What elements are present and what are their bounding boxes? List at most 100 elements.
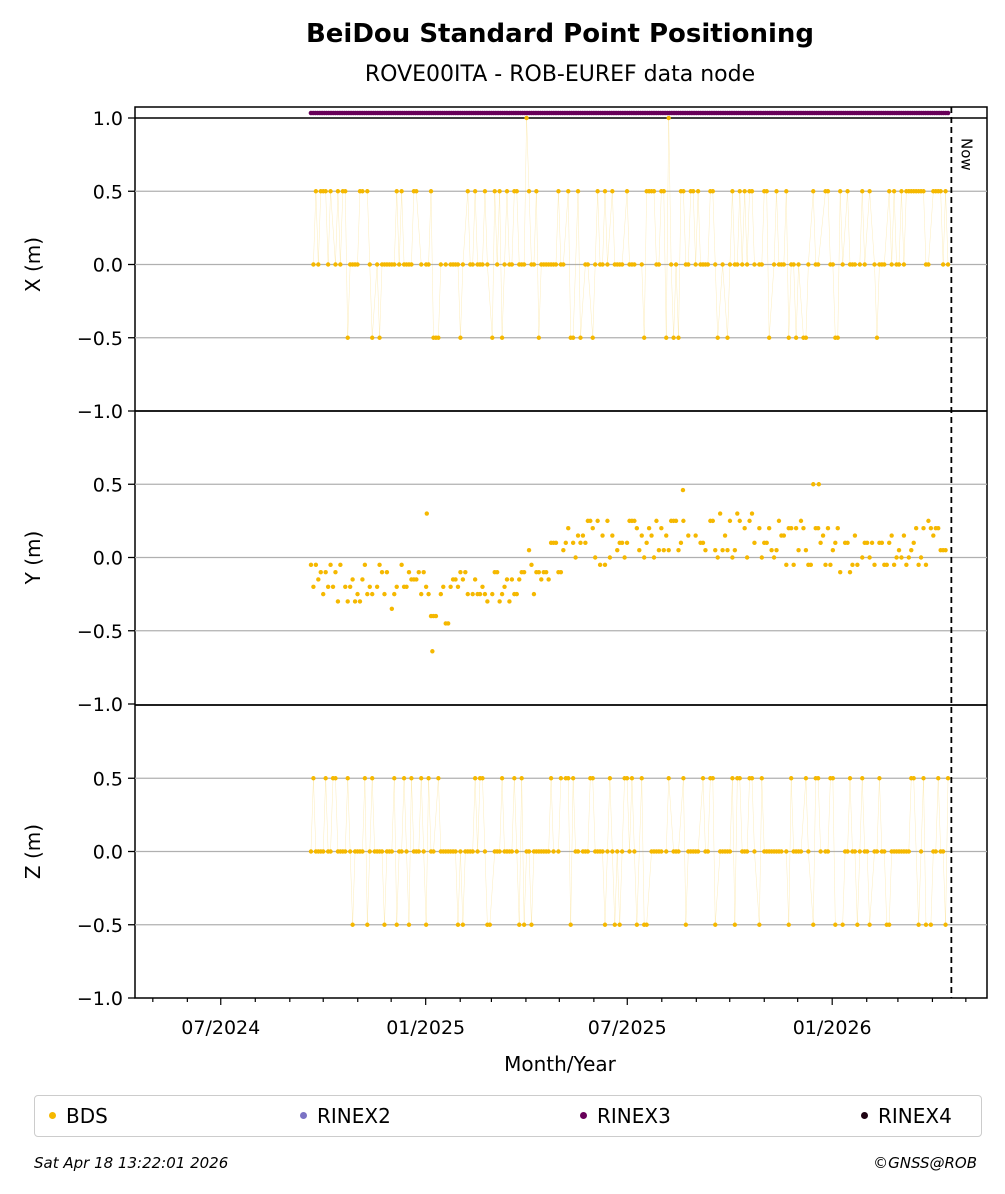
bds-link (903, 191, 907, 265)
bds-point (727, 262, 733, 267)
bds-point (769, 547, 774, 553)
bds-link (942, 851, 946, 925)
bds-link (857, 851, 861, 925)
bds-point (936, 776, 941, 781)
bds-point (786, 335, 791, 340)
legend-item-rinex3: RINEX3 (580, 1104, 671, 1128)
bds-link (783, 191, 787, 265)
gnss-chart: BeiDou Standard Point Positioning ROVE00… (21, 19, 988, 1076)
bds-point (781, 533, 787, 538)
bds-link (484, 851, 488, 925)
bds-point (722, 533, 728, 538)
bds-link (634, 851, 638, 925)
bds-point (921, 189, 926, 194)
bds-point (916, 922, 921, 927)
bds-link (751, 191, 755, 265)
bds-point (632, 518, 637, 524)
bds-point (749, 189, 755, 194)
bds-point (399, 849, 404, 854)
bds-point (382, 591, 387, 597)
bds-link (558, 778, 562, 852)
bds-link (739, 191, 743, 265)
bds-point (656, 262, 662, 267)
bds-point (546, 577, 551, 582)
bds-point (321, 591, 326, 597)
bds-link (751, 778, 755, 852)
bds-point (325, 584, 331, 589)
bds-point (430, 649, 435, 654)
bds-link (928, 191, 934, 265)
bds-point (793, 335, 799, 340)
bds-link (668, 778, 674, 852)
bds-link (673, 264, 677, 338)
bds-point (490, 591, 495, 597)
bds-link (805, 264, 809, 338)
bds-point (561, 547, 566, 553)
bds-point (887, 922, 892, 927)
bds-point (575, 189, 581, 194)
bds-link (891, 191, 895, 265)
bds-point (308, 562, 314, 568)
bds-point (416, 849, 421, 854)
bds-link (352, 851, 356, 925)
bds-point (519, 776, 524, 781)
bds-link (813, 191, 816, 265)
bds-point (458, 849, 463, 854)
bds-point (820, 533, 826, 538)
bds-link (734, 778, 738, 925)
bds-point (460, 922, 466, 927)
bds-link (788, 264, 792, 338)
bds-link (609, 778, 613, 852)
bds-point (409, 262, 414, 267)
bds-point (744, 849, 750, 854)
bds-point (779, 849, 784, 854)
bds-point (624, 189, 630, 194)
bds-link (313, 778, 317, 852)
bds-point (338, 562, 343, 568)
bds-point (595, 189, 600, 194)
bds-point (632, 262, 637, 267)
bds-link (396, 191, 400, 265)
bds-link (876, 264, 880, 338)
bds-link (577, 191, 581, 338)
bds-point (757, 922, 762, 927)
bds-link (484, 191, 488, 265)
bds-point (472, 776, 478, 781)
bds-point (659, 849, 664, 854)
bds-link (330, 191, 336, 265)
bds-point (715, 555, 720, 560)
bds-link (482, 191, 486, 265)
bds-point (377, 562, 382, 568)
bds-point (857, 262, 863, 267)
bds-point (661, 189, 666, 194)
bds-link (827, 778, 831, 852)
bds-link (367, 851, 370, 925)
bds-point (428, 189, 434, 194)
y-tick-label: −0.5 (77, 621, 123, 643)
bds-point (872, 262, 877, 267)
bds-point (423, 584, 429, 589)
y-axis-label: X (m) (21, 237, 45, 292)
bds-link (376, 264, 380, 338)
bds-link (489, 851, 495, 925)
bds-point (855, 562, 860, 568)
bds-point (414, 577, 419, 582)
bds-link (548, 778, 552, 852)
y-tick-label: −1.0 (77, 401, 123, 423)
bds-point (666, 547, 671, 553)
bds-point (362, 562, 368, 568)
bds-link (592, 264, 596, 338)
x-tick-label: 01/2026 (793, 1017, 872, 1039)
bds-link (428, 191, 432, 265)
bds-point (362, 776, 368, 781)
bds-link (587, 264, 593, 338)
bds-link (406, 851, 410, 925)
bds-link (496, 191, 500, 265)
bds-point (634, 526, 640, 531)
bds-link (438, 264, 442, 338)
bds-point (857, 849, 863, 854)
bds-link (614, 851, 618, 925)
bds-point (664, 533, 669, 538)
bds-point (732, 922, 738, 927)
bds-point (938, 189, 943, 194)
